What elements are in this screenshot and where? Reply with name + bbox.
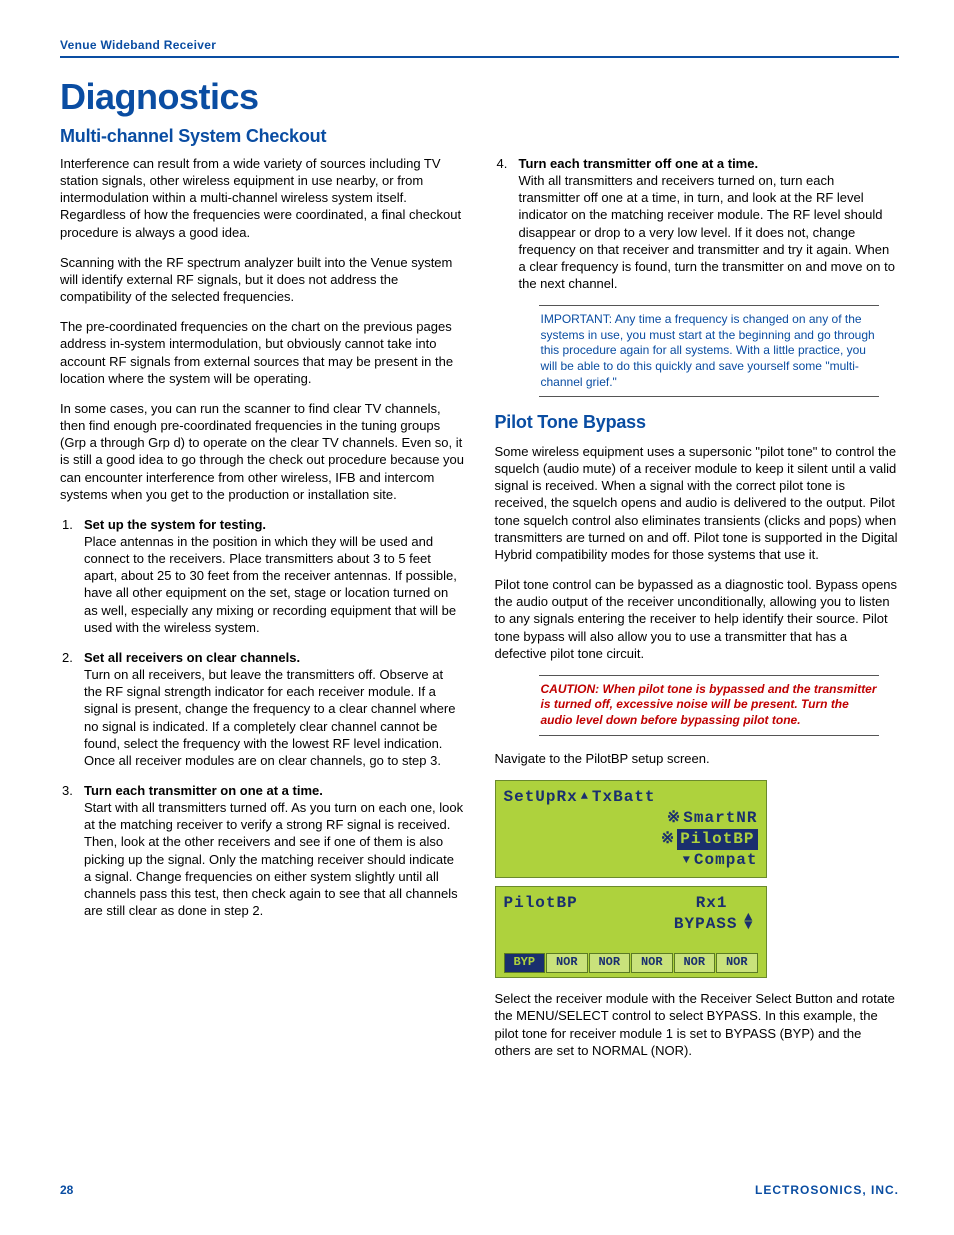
step-2-num: 2. [62,649,73,666]
section2-p1: Some wireless equipment uses a supersoni… [495,443,900,563]
page-number: 28 [60,1183,73,1197]
section2-p3: Select the receiver module with the Rece… [495,990,900,1059]
right-column: 4. Turn each transmitter off one at a ti… [495,155,900,1072]
important-note: IMPORTANT: Any time a frequency is chang… [539,305,880,397]
lcd2-left: PilotBP [504,893,578,914]
step-1: 1. Set up the system for testing. Place … [60,516,465,636]
lcd2-cell-3: NOR [631,953,673,973]
section1-p3: The pre-coordinated frequencies on the c… [60,318,465,387]
page-title: Diagnostics [60,76,899,118]
section2-heading: Pilot Tone Bypass [495,411,900,435]
lcd2-cell-1: NOR [546,953,588,973]
two-column-layout: Interference can result from a wide vari… [60,155,899,1072]
section2-p2: Pilot tone control can be bypassed as a … [495,576,900,662]
step-3-body: Start with all transmitters turned off. … [84,800,463,918]
caution-note: CAUTION: When pilot tone is bypassed and… [539,675,880,736]
lcd2-cell-4: NOR [674,953,716,973]
step-1-title: Set up the system for testing. [84,517,266,532]
step-4: 4. Turn each transmitter off one at a ti… [495,155,900,292]
lcd-screens: SetUpRx ▲ TxBatt ※ SmartNR ※ PilotBP ▼ C… [495,780,900,978]
step-4-title: Turn each transmitter off one at a time. [519,156,759,171]
step-2-title: Set all receivers on clear channels. [84,650,300,665]
lcd1-marker-icon-2: ※ [661,829,675,850]
step-2: 2. Set all receivers on clear channels. … [60,649,465,769]
section2-nav-text: Navigate to the PilotBP setup screen. [495,750,900,767]
step-4-body: With all transmitters and receivers turn… [519,173,896,291]
lcd2-cell-2: NOR [589,953,631,973]
lcd-screen-1: SetUpRx ▲ TxBatt ※ SmartNR ※ PilotBP ▼ C… [495,780,767,878]
triangle-up-icon: ▲ [581,789,589,805]
lcd1-left: SetUpRx [504,787,578,808]
triangle-down-icon: ▼ [683,853,691,869]
section1-heading: Multi-channel System Checkout [60,126,899,147]
section1-p1: Interference can result from a wide vari… [60,155,465,241]
step-1-num: 1. [62,516,73,533]
left-column: Interference can result from a wide vari… [60,155,465,1072]
lcd1-r3-selected: PilotBP [677,829,757,850]
step-3-title: Turn each transmitter on one at a time. [84,783,323,798]
step-3: 3. Turn each transmitter on one at a tim… [60,782,465,919]
lcd-screen-2: PilotBP Rx1 BYPASS ▲▼ BYP NOR NOR NOR NO… [495,886,767,978]
step-4-num: 4. [497,155,508,172]
section1-p4: In some cases, you can run the scanner t… [60,400,465,503]
step-3-num: 3. [62,782,73,799]
lcd2-cell-5: NOR [716,953,758,973]
page-footer: 28 LECTROSONICS, INC. [60,1183,899,1197]
lcd2-cells: BYP NOR NOR NOR NOR NOR [504,953,758,973]
company-name: LECTROSONICS, INC. [755,1183,899,1197]
lcd1-r4: Compat [694,850,758,871]
step-2-body: Turn on all receivers, but leave the tra… [84,667,455,768]
lcd1-r1: TxBatt [592,787,656,808]
lcd2-mode: BYPASS [674,915,738,933]
section1-p2: Scanning with the RF spectrum analyzer b… [60,254,465,305]
lcd1-r2: SmartNR [683,808,757,829]
lcd1-marker-icon: ※ [667,808,681,829]
lcd2-right: Rx1 [696,893,728,914]
lcd2-cell-0: BYP [504,953,546,973]
up-down-arrows-icon: ▲▼ [744,914,753,930]
header-product-bar: Venue Wideband Receiver [60,38,899,58]
step-1-body: Place antennas in the position in which … [84,534,457,635]
